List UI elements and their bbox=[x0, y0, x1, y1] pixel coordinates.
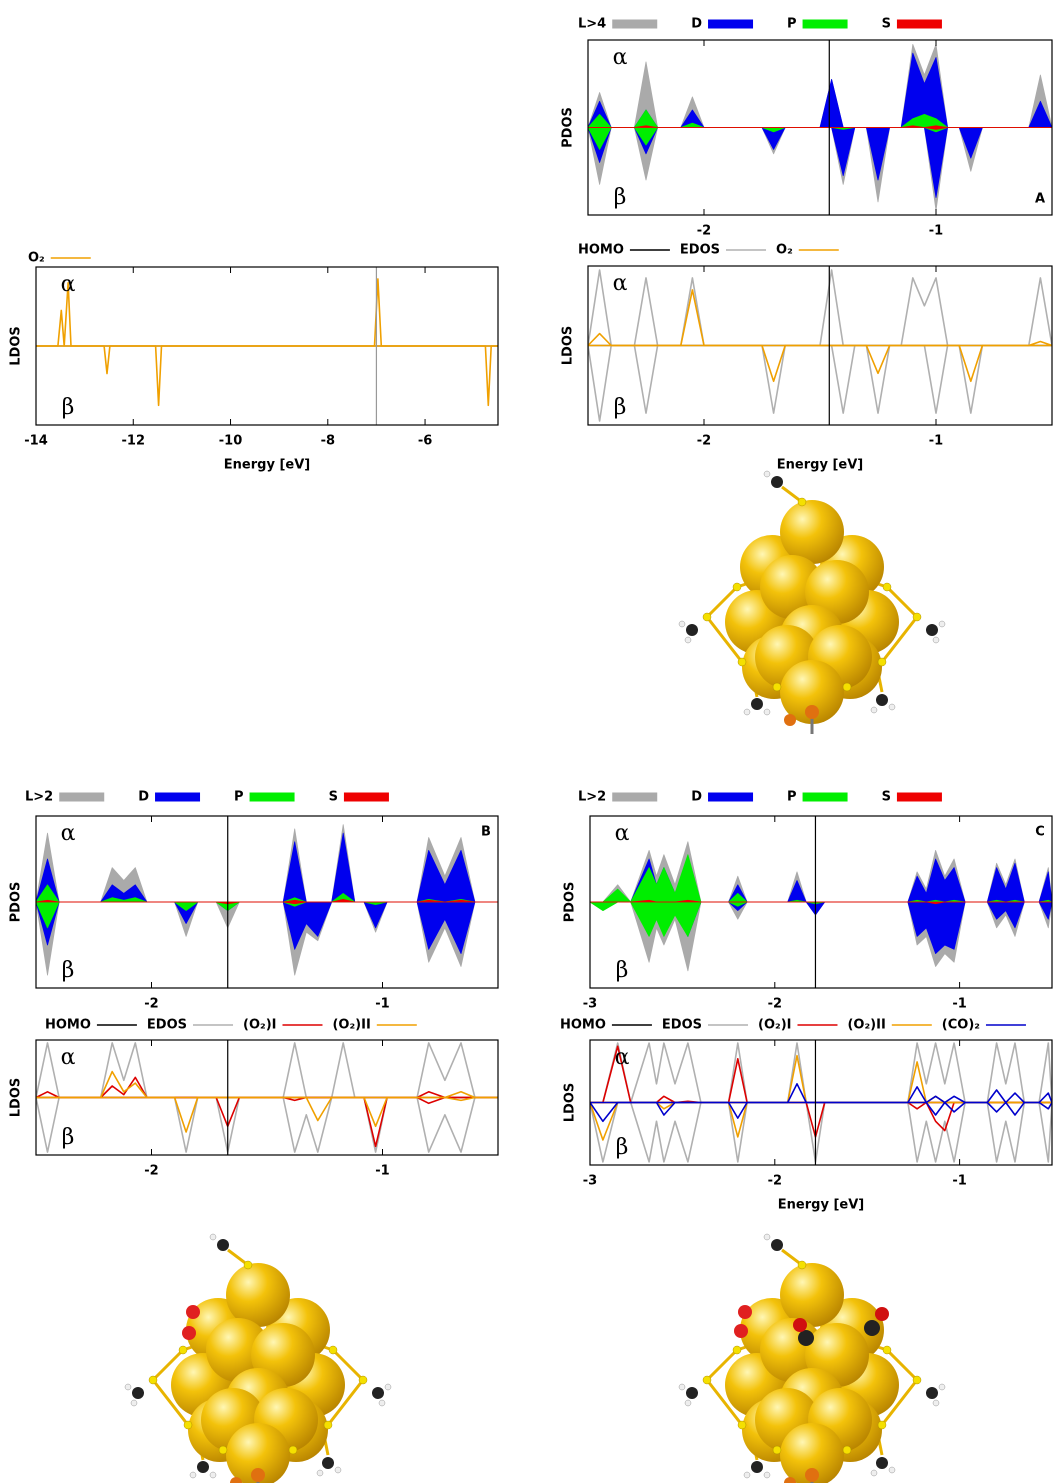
legend-label: S bbox=[882, 790, 891, 805]
x-tick-label: -1 bbox=[929, 434, 943, 449]
x-tick-label: -2 bbox=[697, 434, 711, 449]
beta-label: β bbox=[62, 1125, 75, 1150]
alpha-label: α bbox=[615, 821, 630, 846]
panel-label: A bbox=[1035, 192, 1045, 207]
panel-label: C bbox=[1035, 825, 1045, 840]
ldos-line bbox=[588, 346, 1052, 422]
legend-label: EDOS bbox=[680, 243, 720, 258]
pdos-area bbox=[588, 110, 1052, 128]
legend-label: EDOS bbox=[662, 1018, 702, 1033]
legend-label: D bbox=[691, 790, 702, 805]
legend-label: S bbox=[329, 790, 338, 805]
pdos-area bbox=[590, 855, 1052, 902]
ldos-line bbox=[590, 1046, 1052, 1102]
x-tick-label: -2 bbox=[768, 1174, 782, 1189]
molecule-b bbox=[125, 1234, 391, 1483]
x-tick-label: -6 bbox=[418, 434, 432, 449]
alpha-label: α bbox=[613, 45, 628, 70]
legend-label: P bbox=[234, 790, 244, 805]
ldos-line bbox=[588, 346, 1052, 382]
x-axis-label: Energy [eV] bbox=[777, 458, 863, 473]
ldos-line bbox=[36, 1043, 498, 1098]
legend-label: O₂ bbox=[28, 251, 45, 266]
legend-label: L>2 bbox=[578, 790, 606, 805]
y-axis-label: LDOS bbox=[563, 1083, 578, 1123]
alpha-label: α bbox=[615, 1045, 630, 1070]
ldos-line bbox=[590, 1043, 1052, 1102]
x-tick-label: -3 bbox=[583, 1174, 597, 1189]
pdos-area bbox=[588, 128, 1052, 211]
legend-label: P bbox=[787, 790, 797, 805]
x-tick-label: -14 bbox=[24, 434, 48, 449]
molecule-a bbox=[679, 471, 945, 734]
x-axis-label: Energy [eV] bbox=[224, 458, 310, 473]
y-axis-label: PDOS bbox=[563, 882, 578, 923]
beta-label: β bbox=[62, 958, 75, 983]
x-tick-label: -1 bbox=[375, 997, 389, 1012]
x-tick-label: -2 bbox=[144, 1164, 158, 1179]
beta-label: β bbox=[616, 958, 629, 983]
legend-label: (O₂)I bbox=[243, 1018, 276, 1033]
pdos-area bbox=[588, 128, 1052, 150]
x-tick-label: -12 bbox=[122, 434, 146, 449]
legend-label: D bbox=[691, 17, 702, 32]
ldos-line bbox=[590, 1056, 1052, 1103]
ldos-line bbox=[36, 1098, 498, 1147]
molecule-c bbox=[679, 1234, 945, 1483]
legend-label: HOMO bbox=[45, 1018, 91, 1033]
legend-label: (O₂)II bbox=[847, 1018, 885, 1033]
ldos-line bbox=[590, 1103, 1052, 1162]
x-tick-label: -1 bbox=[375, 1164, 389, 1179]
x-tick-label: -10 bbox=[219, 434, 243, 449]
alpha-label: α bbox=[61, 1045, 76, 1070]
x-tick-label: -2 bbox=[768, 997, 782, 1012]
ldos-line bbox=[588, 290, 1052, 346]
legend-label: EDOS bbox=[147, 1018, 187, 1033]
legend-label: (CO)₂ bbox=[942, 1018, 980, 1033]
beta-label: β bbox=[62, 395, 75, 420]
pdos-area bbox=[588, 128, 1052, 198]
ldos-line bbox=[588, 270, 1052, 346]
legend-label: HOMO bbox=[578, 243, 624, 258]
y-axis-label: LDOS bbox=[561, 326, 576, 366]
pdos-area bbox=[588, 44, 1052, 127]
beta-label: β bbox=[616, 1135, 629, 1160]
x-tick-label: -1 bbox=[952, 997, 966, 1012]
legend-label: HOMO bbox=[560, 1018, 606, 1033]
y-axis-label: PDOS bbox=[561, 107, 576, 148]
alpha-label: α bbox=[61, 821, 76, 846]
x-axis-label: Energy [eV] bbox=[778, 1198, 864, 1213]
x-tick-label: -2 bbox=[697, 224, 711, 239]
alpha-label: α bbox=[613, 271, 628, 296]
beta-label: β bbox=[614, 185, 627, 210]
panel-label: B bbox=[481, 825, 491, 840]
alpha-label: α bbox=[61, 272, 76, 297]
x-tick-label: -8 bbox=[321, 434, 335, 449]
y-axis-label: LDOS bbox=[9, 326, 24, 366]
legend-label: (O₂)I bbox=[758, 1018, 791, 1033]
x-tick-label: -3 bbox=[583, 997, 597, 1012]
legend-label: S bbox=[882, 17, 891, 32]
x-tick-label: -1 bbox=[952, 1174, 966, 1189]
pdos-area bbox=[588, 53, 1052, 127]
legend-label: O₂ bbox=[776, 243, 793, 258]
x-tick-label: -2 bbox=[144, 997, 158, 1012]
legend-label: L>4 bbox=[578, 17, 606, 32]
ldos-line bbox=[36, 346, 498, 405]
ldos-line bbox=[36, 1098, 498, 1153]
x-tick-label: -1 bbox=[929, 224, 943, 239]
y-axis-label: PDOS bbox=[9, 882, 24, 923]
legend-label: P bbox=[787, 17, 797, 32]
pdos-area bbox=[36, 902, 498, 954]
legend-label: L>2 bbox=[25, 790, 53, 805]
legend-label: (O₂)II bbox=[332, 1018, 370, 1033]
y-axis-label: LDOS bbox=[9, 1078, 24, 1118]
beta-label: β bbox=[614, 395, 627, 420]
figure: -14 -12 -10 -8 -6 LDOS Energy [eV] α β O₂ -2 -1 PDOS… bbox=[0, 0, 1056, 1483]
legend-label: D bbox=[138, 790, 149, 805]
ldos-line bbox=[36, 279, 498, 346]
